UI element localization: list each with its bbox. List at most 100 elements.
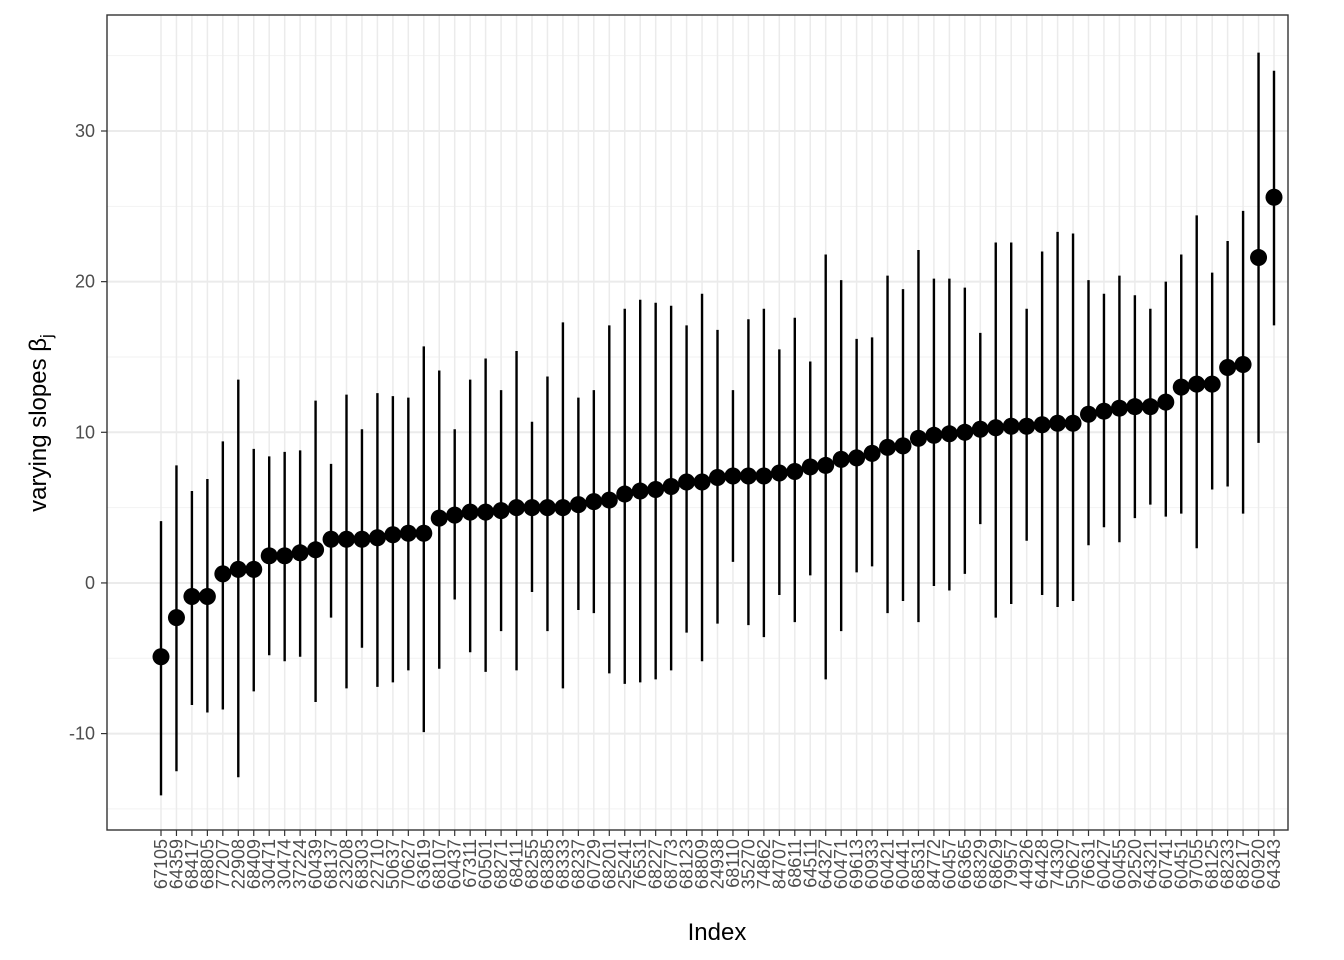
point [585,493,603,511]
x-tick-label: 37224 [290,839,310,889]
x-tick-label: 60421 [878,839,898,889]
x-axis-title: Index [688,919,747,946]
point [678,473,696,491]
point [987,419,1005,437]
x-tick-label: 97055 [1187,839,1207,889]
x-tick-label: 68417 [182,839,202,889]
point [415,524,433,542]
point [492,502,510,520]
x-tick-label: 68531 [908,839,928,889]
x-tick-label: 68137 [321,839,341,889]
x-tick-label: 63619 [414,839,434,889]
point [1110,399,1128,417]
x-tick-label: 76631 [1079,839,1099,889]
x-tick-label: 76531 [630,839,650,889]
point [183,587,201,605]
point [1234,356,1252,374]
x-tick-label: 69613 [847,839,867,889]
point [214,565,232,583]
y-axis-title-text: varying slopes β [25,338,52,512]
point [399,524,417,542]
point [554,499,572,517]
point [1172,378,1190,396]
x-tick-label: 22908 [228,839,248,889]
point [1002,417,1020,435]
point [1141,398,1159,416]
point [307,541,325,559]
point [631,482,649,500]
x-tick-label: 68629 [986,839,1006,889]
x-tick-label: 68611 [785,839,805,888]
y-tick-label: 20 [75,272,95,292]
point [291,544,309,562]
point [770,464,788,482]
point [1157,393,1175,411]
x-tick-label: 68237 [568,839,588,889]
x-tick-label: 60920 [1249,839,1269,889]
x-tick-label: 68110 [723,839,743,888]
x-tick-label: 92520 [1125,839,1145,889]
point [1095,402,1113,420]
point [1049,414,1067,432]
x-tick-label: 35270 [738,839,758,889]
point [755,467,773,485]
point [430,509,448,527]
x-tick-label: 22710 [367,839,387,889]
x-tick-label: 68303 [352,839,372,889]
x-tick-label: 77207 [213,839,233,889]
point [1219,359,1237,377]
point [338,530,355,548]
point [368,529,386,547]
point [894,437,912,455]
point [1064,414,1082,432]
point [956,423,974,441]
point [693,473,711,491]
x-tick-label: 60933 [862,839,882,889]
x-tick-label: 68255 [522,839,542,889]
point [461,503,479,521]
x-tick-label: 67311 [460,839,480,888]
point [276,547,294,565]
x-tick-label: 70627 [398,839,418,889]
point [801,458,819,476]
x-tick-label: 30474 [275,839,295,889]
x-tick-label: 60427 [1094,839,1114,889]
x-tick-label: 68201 [599,839,619,889]
point [198,587,216,605]
x-tick-label: 64321 [1140,839,1160,889]
point [569,496,587,514]
x-tick-label: 60441 [893,839,913,889]
y-axis-title: varying slopes βj [25,334,56,512]
x-tick-label: 30471 [259,839,279,889]
point [662,478,680,496]
point [1080,405,1097,423]
x-tick-label: 50637 [383,839,403,889]
point [600,491,618,509]
point [848,449,866,467]
point [1250,249,1268,267]
x-tick-label: 23208 [337,839,357,889]
x-tick-label: 68333 [553,839,573,889]
y-tick-label: 0 [85,573,95,593]
x-tick-label: 60501 [476,839,496,889]
y-tick-label: 30 [75,121,95,141]
x-tick-label: 68227 [646,839,666,889]
x-tick-label: 84707 [769,839,789,889]
y-tick-label: -10 [69,724,95,744]
point [538,499,556,517]
point [245,560,263,578]
point [647,481,665,499]
x-tick-label: 68409 [244,839,264,889]
point [152,648,170,666]
x-tick-label: 44926 [1017,839,1037,889]
point [739,467,757,485]
point [260,547,278,565]
x-tick-label: 60729 [584,839,604,889]
x-tick-label: 60457 [939,839,959,889]
point [1126,398,1144,416]
point [1188,375,1206,393]
x-tick-label: 60471 [831,839,851,889]
point [229,560,247,578]
x-tick-label: 68773 [661,839,681,889]
x-tick-label: 68217 [1233,839,1253,889]
